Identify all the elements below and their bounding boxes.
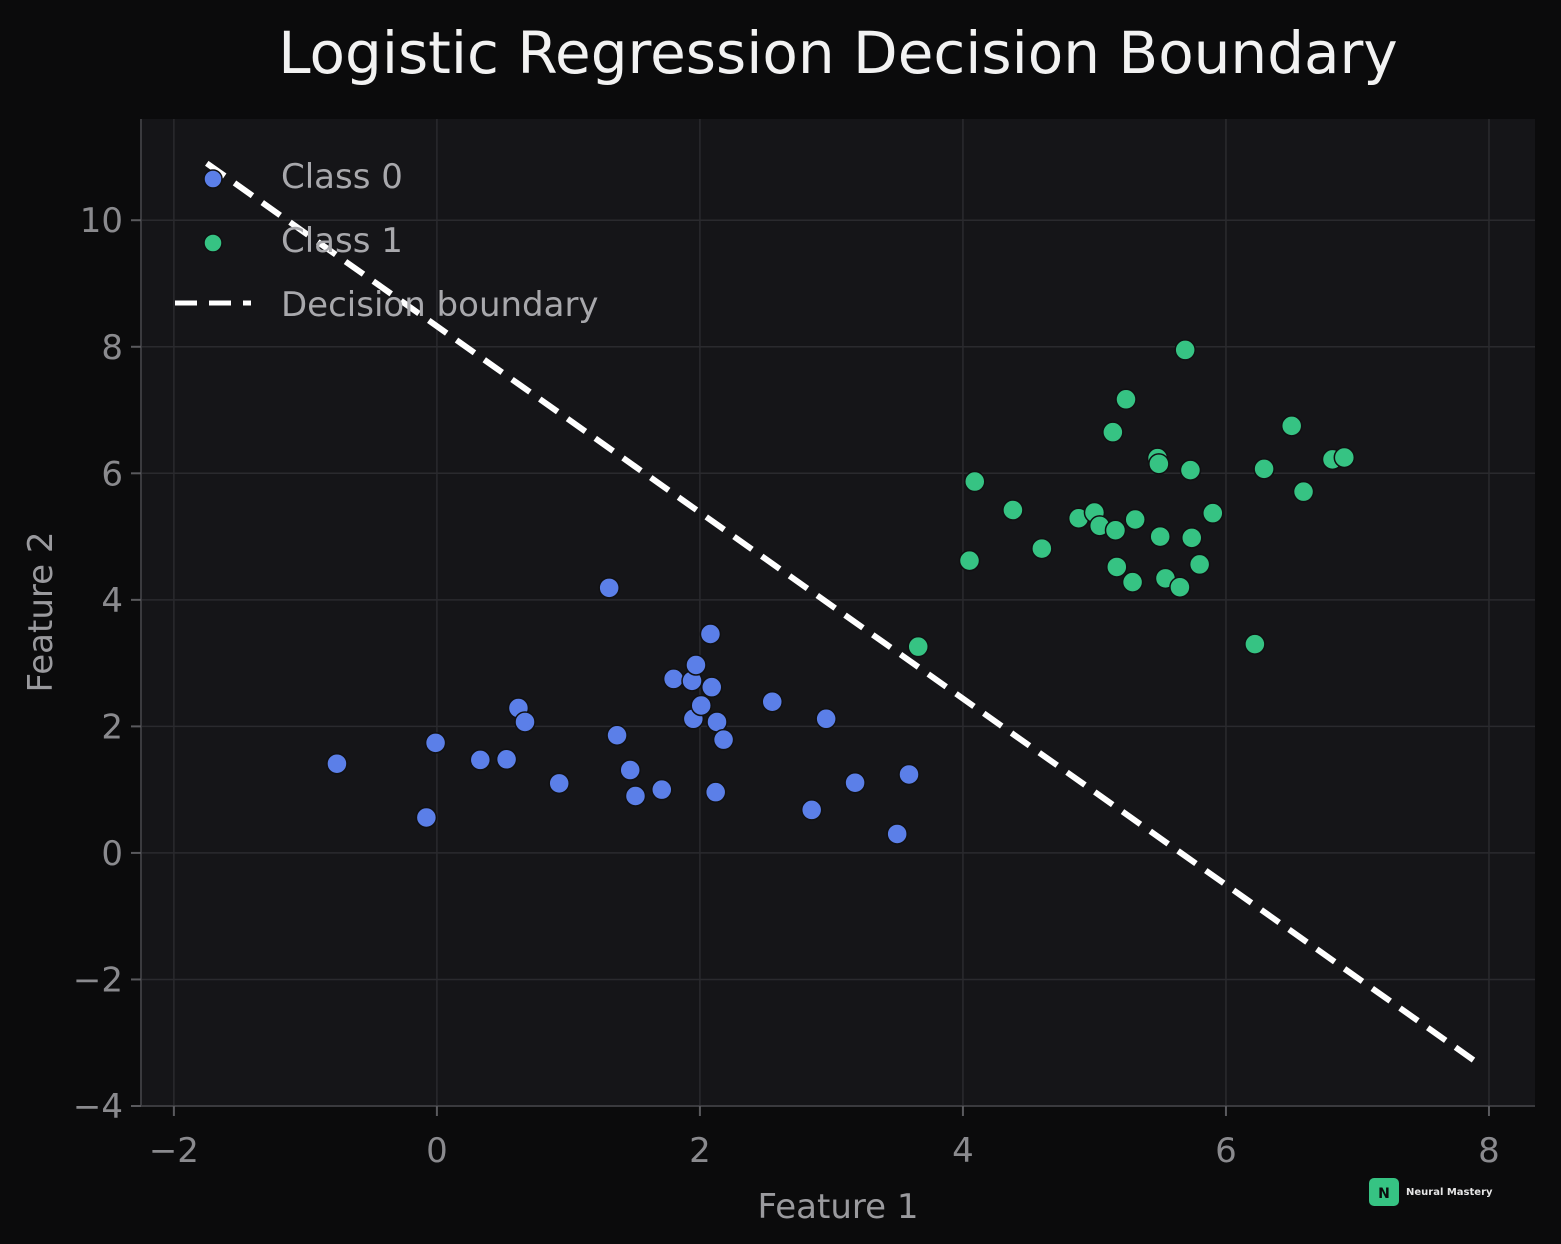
class-1-point xyxy=(1188,553,1211,576)
axes xyxy=(140,119,1535,1107)
class-0-point xyxy=(761,690,783,713)
class-1-point xyxy=(1102,421,1124,443)
class-0-point xyxy=(800,799,823,821)
class-1-point xyxy=(1333,446,1356,469)
class-0-point xyxy=(886,823,908,845)
y-ticks: −4 −2 0 2 4 6 8 10 xyxy=(73,201,141,1127)
class-1-point xyxy=(1115,388,1137,411)
class-1-point xyxy=(1121,571,1144,593)
legend-label-class-0: Class 0 xyxy=(281,157,403,197)
class-1-point xyxy=(1031,537,1053,560)
class-0-point xyxy=(326,752,348,775)
class-0-point xyxy=(701,676,723,698)
class-0-point xyxy=(424,732,447,754)
class-0-point xyxy=(844,771,866,794)
watermark-text: Neural Mastery xyxy=(1406,1187,1493,1198)
class-0-point xyxy=(598,577,620,599)
class-0-point xyxy=(548,772,570,795)
class-0-point xyxy=(898,763,920,786)
scatter-points xyxy=(326,339,1356,845)
class-0-point xyxy=(651,778,673,801)
x-axis-label: Feature 1 xyxy=(758,1187,919,1227)
x-tick-label: −2 xyxy=(149,1131,199,1171)
class-1-point xyxy=(958,549,981,572)
x-tick-label: 6 xyxy=(1215,1131,1237,1171)
watermark-logo-icon xyxy=(1369,1178,1399,1206)
x-tick-label: 2 xyxy=(689,1131,711,1171)
class-1-point xyxy=(1106,556,1128,578)
legend-marker-class-1 xyxy=(203,233,223,253)
class-1-point xyxy=(1124,508,1146,531)
y-axis-label: Feature 2 xyxy=(21,532,61,693)
class-0-point xyxy=(690,694,712,717)
watermark-logo-letter: N xyxy=(1378,1186,1390,1202)
class-1-point xyxy=(1181,527,1203,549)
x-tick-label: 8 xyxy=(1478,1131,1500,1171)
watermark: N Neural Mastery xyxy=(1369,1178,1493,1206)
class-1-point xyxy=(1280,415,1303,437)
decision-boundary-line xyxy=(205,160,1478,1065)
x-tick-label: 4 xyxy=(952,1131,974,1171)
class-1-point xyxy=(1174,339,1196,361)
class-1-point xyxy=(964,470,986,493)
y-tick-label: 4 xyxy=(101,581,123,621)
y-tick-label: 10 xyxy=(80,201,123,241)
x-ticks: −2 0 2 4 6 8 xyxy=(149,1106,1500,1171)
class-0-point xyxy=(469,749,492,771)
class-0-point xyxy=(619,759,641,781)
x-tick-label: 0 xyxy=(426,1131,448,1171)
class-1-point xyxy=(1202,502,1224,524)
class-0-point xyxy=(624,785,647,807)
chart-title: Logistic Regression Decision Boundary xyxy=(278,19,1397,87)
class-0-point xyxy=(514,711,536,733)
class-0-point xyxy=(606,724,628,746)
class-1-point xyxy=(1244,633,1266,655)
class-1-point xyxy=(1104,519,1127,541)
y-tick-label: −4 xyxy=(73,1087,123,1127)
y-tick-label: 0 xyxy=(101,834,123,874)
legend-label-class-1: Class 1 xyxy=(281,221,403,261)
class-1-point xyxy=(1292,480,1315,503)
class-0-point xyxy=(704,781,727,803)
y-tick-label: 6 xyxy=(101,454,123,494)
class-0-point xyxy=(815,708,837,730)
y-tick-label: 2 xyxy=(101,707,123,747)
y-tick-label: 8 xyxy=(101,328,123,368)
class-1-point xyxy=(1179,459,1202,481)
class-1-point xyxy=(1148,453,1170,475)
legend-marker-class-0 xyxy=(203,169,223,189)
legend-label-decision-boundary: Decision boundary xyxy=(281,285,599,325)
legend: Class 0 Class 1 Decision boundary xyxy=(175,157,599,325)
class-0-point xyxy=(699,623,722,645)
class-0-point xyxy=(662,668,685,690)
class-1-point xyxy=(1253,458,1275,480)
class-1-point xyxy=(1149,525,1171,548)
class-0-point xyxy=(712,728,735,751)
class-1-point xyxy=(907,635,929,658)
class-0-point xyxy=(495,748,518,771)
class-1-point xyxy=(1002,499,1024,521)
class-1-point xyxy=(1169,576,1191,598)
y-tick-label: −2 xyxy=(73,960,123,1000)
class-0-point xyxy=(415,806,438,829)
class-0-point xyxy=(685,654,707,676)
